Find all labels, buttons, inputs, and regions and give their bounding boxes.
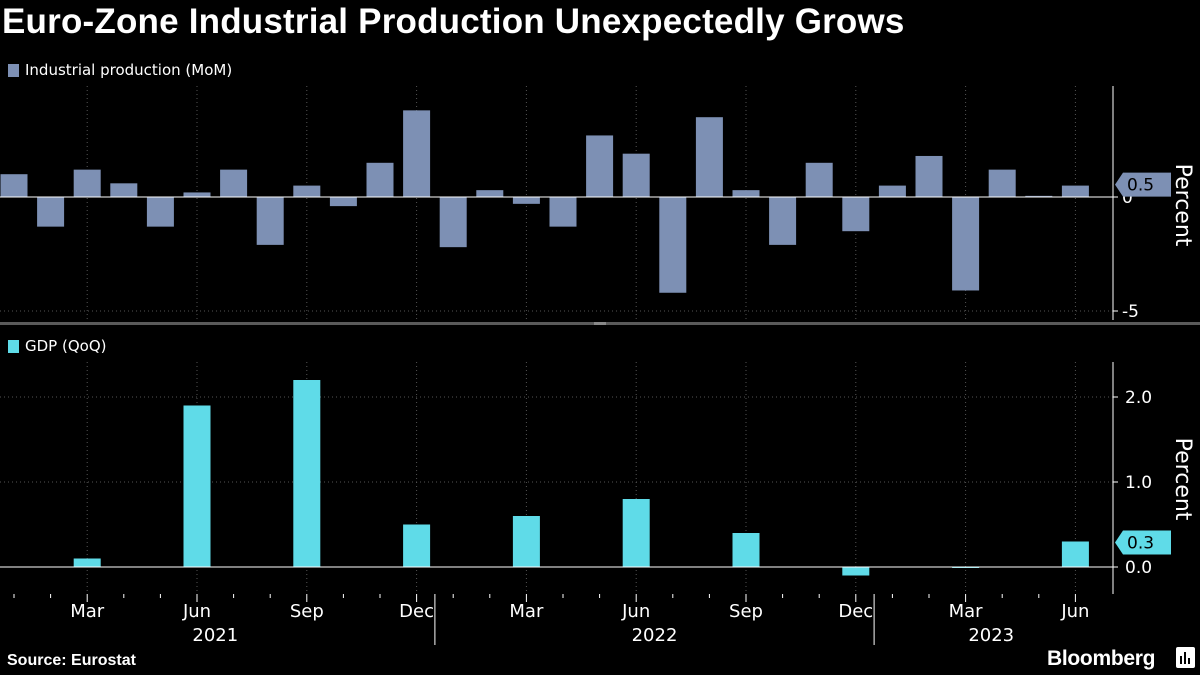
ip-last-value: 0.5 xyxy=(1127,176,1154,196)
ip-bar xyxy=(1061,185,1089,197)
ip-bar xyxy=(512,197,540,204)
ip-bar xyxy=(878,185,906,197)
gdp-y-tick-label: 1.0 xyxy=(1125,473,1152,493)
ip-bar xyxy=(476,190,504,197)
gdp-bar xyxy=(73,558,101,567)
ip-bar xyxy=(256,197,284,245)
ip-bar xyxy=(769,197,797,245)
ip-bar xyxy=(659,197,687,293)
gdp-bar xyxy=(183,405,211,567)
x-axis-month-label: Mar xyxy=(70,601,105,622)
gdp-bar xyxy=(1061,541,1089,567)
legend-industrial-production: Industrial production (MoM) xyxy=(8,61,232,79)
ip-bar xyxy=(110,183,138,197)
x-axis-year-label: 2022 xyxy=(632,625,678,646)
x-axis-month-label: Mar xyxy=(949,601,984,622)
ip-bar xyxy=(183,192,211,197)
x-axis-month-label: Jun xyxy=(621,601,650,622)
x-axis-month-label: Jun xyxy=(182,601,211,622)
ip-bar xyxy=(695,117,723,197)
gdp-bar xyxy=(732,533,760,567)
ip-bar xyxy=(73,169,101,197)
panel-separator-handle xyxy=(594,322,606,325)
ip-y-tick-label: -5 xyxy=(1122,302,1139,322)
ip-bar xyxy=(622,153,650,197)
gdp-last-value: 0.3 xyxy=(1127,534,1154,554)
x-axis-month-label: Dec xyxy=(838,601,873,622)
bloomberg-chart-icon xyxy=(1176,647,1195,668)
gdp-bar xyxy=(622,499,650,567)
legend-gdp: GDP (QoQ) xyxy=(8,337,106,355)
gdp-y-tick-label: 0.0 xyxy=(1125,558,1152,578)
x-axis-month-label: Jun xyxy=(1060,601,1089,622)
ip-bar xyxy=(842,197,870,232)
ip-bar xyxy=(988,169,1016,197)
gdp-y-tick-label: 2.0 xyxy=(1125,388,1152,408)
gdp-last-value-bg xyxy=(1115,530,1171,555)
ip-bar xyxy=(586,135,614,197)
gdp-bar xyxy=(842,567,870,576)
legend-label-ip: Industrial production (MoM) xyxy=(25,61,233,79)
ip-y-tick-label: 0 xyxy=(1122,188,1133,208)
ip-bar xyxy=(732,190,760,197)
gdp-bar xyxy=(403,524,431,567)
legend-label-gdp: GDP (QoQ) xyxy=(25,337,107,355)
ip-bar xyxy=(915,155,943,197)
bloomberg-logo: Bloomberg xyxy=(1047,647,1156,670)
ip-bar xyxy=(220,169,248,197)
x-axis-month-label: Sep xyxy=(729,601,763,622)
gdp-bar xyxy=(512,516,540,567)
ip-bar xyxy=(403,110,431,197)
ip-bar xyxy=(293,185,321,197)
x-axis-month-label: Dec xyxy=(399,601,434,622)
ip-bar xyxy=(366,162,394,197)
ip-y-axis-title: Percent xyxy=(1170,164,1195,247)
ip-last-value-bg xyxy=(1115,172,1171,197)
source-note: Source: Eurostat xyxy=(7,652,136,669)
ip-bar xyxy=(37,197,65,227)
gdp-y-axis-title: Percent xyxy=(1170,438,1195,521)
ip-bar xyxy=(549,197,577,227)
ip-bar xyxy=(805,162,833,197)
ip-bar xyxy=(1025,195,1053,197)
ip-bar xyxy=(439,197,467,248)
legend-swatch-ip xyxy=(8,63,19,77)
ip-bar xyxy=(0,174,28,197)
ip-bar xyxy=(329,197,357,207)
ip-bar xyxy=(952,197,980,291)
chart-title: Euro-Zone Industrial Production Unexpect… xyxy=(2,2,905,41)
x-axis-month-label: Mar xyxy=(509,601,544,622)
ip-bar xyxy=(146,197,174,227)
gdp-bar xyxy=(293,380,321,567)
x-axis-year-label: 2021 xyxy=(192,625,238,646)
x-axis-year-label: 2023 xyxy=(968,625,1014,646)
x-axis-month-label: Sep xyxy=(290,601,324,622)
legend-swatch-gdp xyxy=(8,339,19,353)
